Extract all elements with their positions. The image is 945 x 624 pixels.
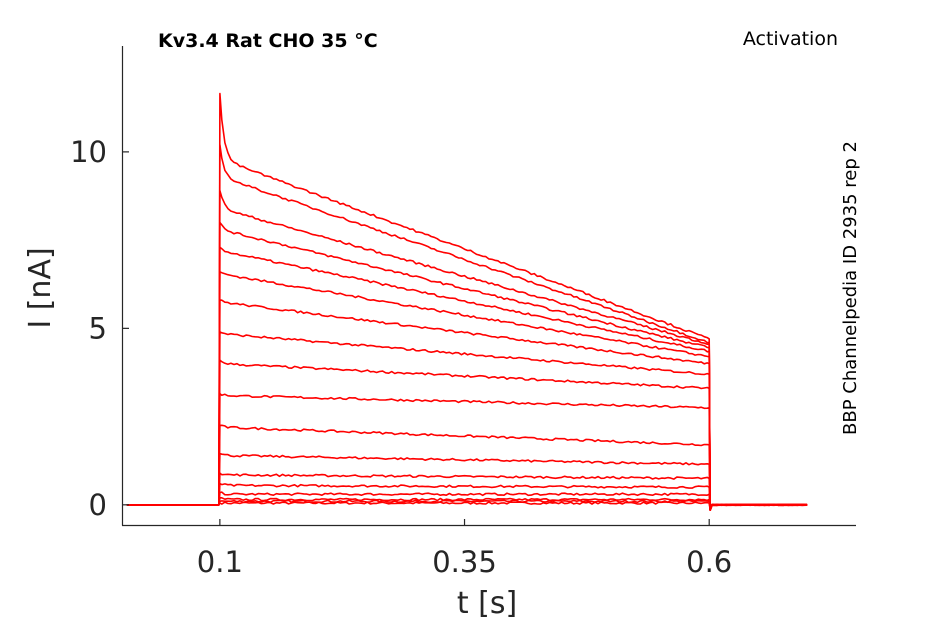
current-trace-18 [126, 92, 808, 511]
y-tick-label: 10 [70, 135, 107, 169]
x-axis-label: t [s] [457, 586, 517, 621]
current-trace-12 [126, 299, 808, 511]
current-trace-8 [126, 424, 808, 511]
current-trace-11 [126, 331, 808, 511]
current-trace-4 [126, 491, 808, 511]
current-trace-1 [126, 501, 808, 511]
x-axis-ticks: 0.1 0.35 0.6 [197, 519, 732, 579]
chart-title: Kv3.4 Rat CHO 35 °C [158, 30, 378, 52]
current-traces [126, 92, 808, 511]
y-axis-label: I [nA] [23, 247, 58, 328]
x-tick-label: 0.35 [432, 545, 497, 579]
current-trace-9 [126, 392, 808, 511]
x-tick-label: 0.6 [686, 545, 732, 579]
current-trace-15 [126, 221, 808, 511]
current-trace-2 [126, 499, 808, 511]
y-tick-label: 0 [89, 488, 107, 522]
y-axis-ticks: 0 5 10 [70, 135, 129, 522]
y-tick-label: 5 [89, 311, 107, 345]
current-trace-13 [126, 271, 808, 511]
current-trace-16 [126, 189, 808, 511]
current-trace-3 [126, 497, 808, 511]
current-trace-10 [126, 359, 808, 511]
current-trace-5 [126, 482, 808, 511]
x-tick-label: 0.1 [197, 545, 243, 579]
current-trace-6 [126, 472, 808, 511]
source-label: BBP Channelpedia ID 2935 rep 2 [840, 141, 861, 435]
current-trace-14 [126, 246, 808, 511]
protocol-label: Activation [743, 28, 838, 50]
current-trace-17 [126, 144, 808, 511]
current-trace-7 [126, 452, 808, 511]
